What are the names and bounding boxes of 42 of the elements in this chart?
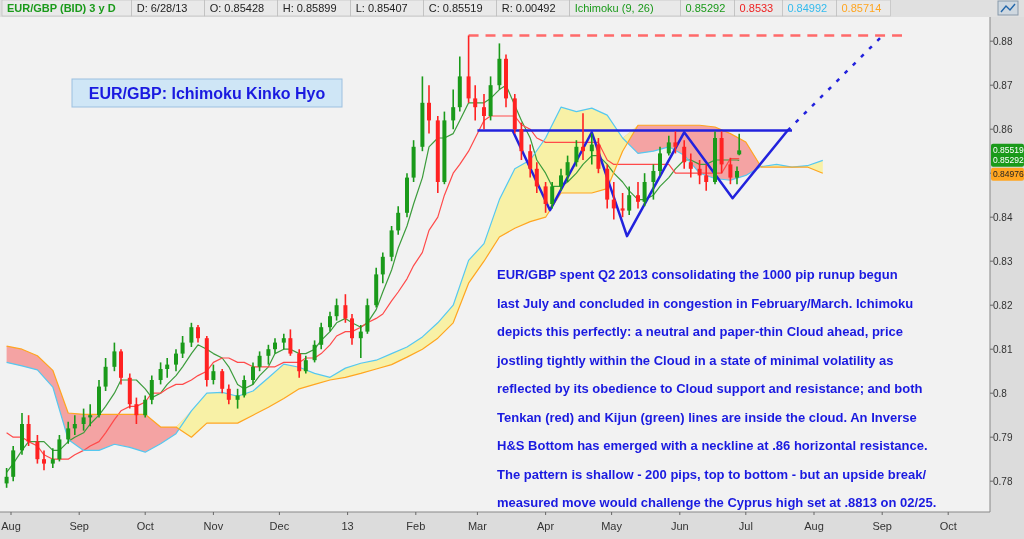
text: 0.85519 — [993, 145, 1024, 156]
text: EUR/GBP: Ichimoku Kinko Hyo — [88, 85, 326, 102]
x-tick-label: Oct — [136, 520, 154, 532]
y-tick-label: 0.79 — [993, 431, 1013, 443]
text: O: 0.85428 — [209, 2, 265, 14]
text: R: 0.00492 — [501, 2, 556, 14]
y-tick-label: 0.82 — [993, 299, 1013, 311]
y-tick-label: 0.78 — [993, 475, 1013, 487]
y-tick-label: 0.84 — [993, 211, 1013, 223]
y-tick-label: 0.8 — [993, 387, 1008, 399]
x-tick-label: Jun — [670, 520, 689, 532]
x-tick-label: Sep — [872, 520, 892, 532]
y-tick-label: 0.83 — [993, 255, 1013, 267]
text: D: 6/28/13 — [136, 2, 188, 14]
y-tick-label: 0.81 — [993, 343, 1013, 355]
x-tick-label: Sep — [69, 520, 89, 532]
text: 0.85292 — [993, 155, 1024, 166]
x-tick-label: Aug — [1, 520, 21, 532]
y-tick-label: 0.87 — [993, 79, 1013, 91]
x-tick-label: Oct — [939, 520, 957, 532]
text: C: 0.85519 — [428, 2, 483, 14]
text: 0.84976 — [993, 169, 1024, 180]
text: EUR/GBP (BID) 3 y D — [7, 2, 116, 14]
y-tick-label: 0.86 — [993, 123, 1013, 135]
x-tick-label: Apr — [537, 520, 555, 532]
text: L: 0.85407 — [355, 2, 408, 14]
x-tick-label: Feb — [406, 520, 426, 532]
x-tick-label: Nov — [203, 520, 224, 532]
x-tick-label: 13 — [341, 520, 354, 532]
text: Ichimoku (9, 26) — [574, 2, 654, 14]
x-tick-label: Mar — [467, 520, 488, 532]
text: 0.85292 — [685, 2, 726, 14]
x-tick-label: May — [601, 520, 623, 532]
y-tick-label: 0.88 — [993, 35, 1013, 47]
text: EUR/GBP spent Q2 2013 consolidating the 1000 pip runup begun last July and concluded in congestion in February/March. Ichimoku depicts this perfectly: a neutral and paper-thin Cloud ahead, price jostling tightly within the Cloud in a state of minimal volatility as reflected by its obedience to Cloud support and resistance; and both Tenkan (red) and Kijun (green) lines are inside the cloud. An Inverse H&S Bottom has emerged with a neckline at .86 horizontal resistance. The pattern is shallow - 200 pips, top to bottom - but an upside break/ measured move would challenge the Cyprus high set at .8813 on 02/25. — [497, 267, 937, 510]
text: 0.85714 — [841, 2, 882, 14]
x-tick-label: Dec — [269, 520, 290, 532]
x-tick-label: Jul — [738, 520, 753, 532]
text: H: 0.85899 — [282, 2, 337, 14]
text: 0.8533 — [739, 2, 774, 14]
text: 0.84992 — [787, 2, 828, 14]
x-tick-label: Aug — [804, 520, 824, 532]
